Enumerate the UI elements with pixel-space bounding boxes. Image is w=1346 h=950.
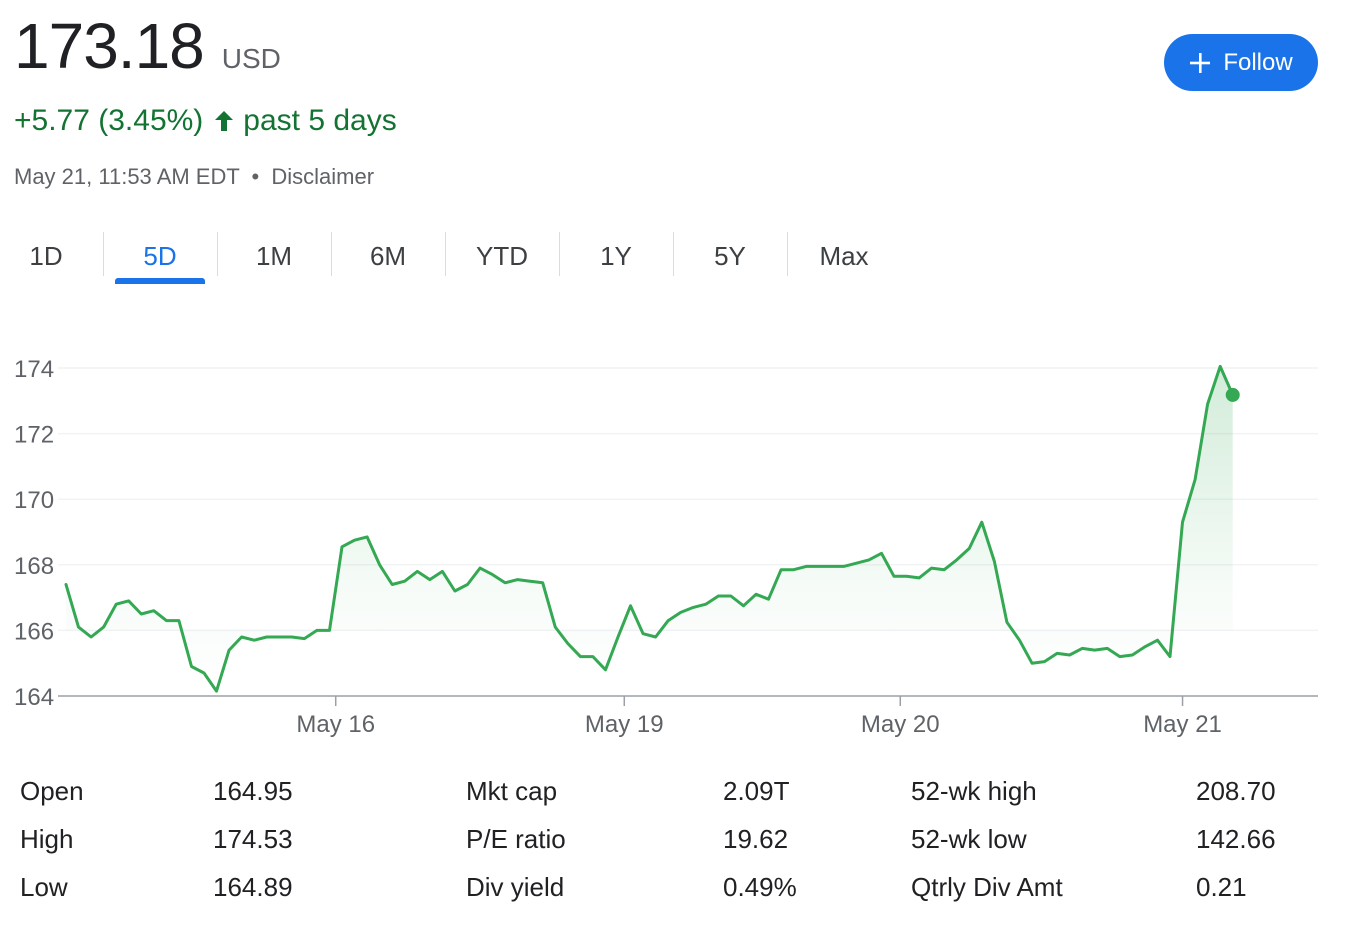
stat-label-52-wk-high: 52-wk high bbox=[911, 776, 1037, 806]
tab-label: 5Y bbox=[714, 240, 746, 271]
stat-value-div-yield: 0.49% bbox=[723, 872, 797, 902]
tab-max[interactable]: Max bbox=[787, 228, 901, 284]
stat-label-high: High bbox=[20, 824, 74, 854]
tab-divider bbox=[445, 232, 446, 276]
price-change-row: +5.77 (3.45%) past 5 days bbox=[14, 104, 397, 138]
tab-ytd[interactable]: YTD bbox=[445, 228, 559, 284]
stat-label-open: Open bbox=[20, 776, 84, 806]
quote-meta: May 21, 11:53 AM EDT • Disclaimer bbox=[14, 164, 374, 190]
tab-label: 5D bbox=[143, 240, 177, 271]
stat-label-qtrly-div-amt: Qtrly Div Amt bbox=[911, 872, 1063, 902]
x-tick-label: May 16 bbox=[296, 711, 375, 738]
tab-divider bbox=[787, 232, 788, 276]
meta-separator: • bbox=[251, 164, 260, 189]
price-row: 173.18 USD bbox=[14, 14, 281, 78]
change-period: past 5 days bbox=[243, 104, 397, 137]
x-tick-label: May 20 bbox=[861, 711, 940, 738]
y-tick-label: 168 bbox=[14, 553, 54, 580]
stat-value-low: 164.89 bbox=[213, 872, 293, 902]
stat-label-p-e-ratio: P/E ratio bbox=[466, 824, 566, 854]
stat-label-div-yield: Div yield bbox=[466, 872, 565, 902]
last-price-marker bbox=[1225, 387, 1240, 402]
range-tabs: 1D 5D 1M 6M YTD 1Y 5Y Max bbox=[0, 228, 920, 284]
x-tick-label: May 21 bbox=[1143, 711, 1222, 738]
active-tab-indicator bbox=[115, 278, 205, 284]
quote-timestamp: May 21, 11:53 AM EDT bbox=[14, 164, 240, 189]
tab-1d[interactable]: 1D bbox=[0, 228, 103, 284]
stat-value-high: 174.53 bbox=[213, 824, 293, 854]
stat-value-p-e-ratio: 19.62 bbox=[723, 824, 789, 854]
tab-divider bbox=[217, 232, 218, 276]
y-tick-label: 170 bbox=[14, 487, 54, 514]
price-area-fill bbox=[66, 366, 1233, 692]
stat-label-52-wk-low: 52-wk low bbox=[911, 824, 1027, 854]
stat-value-open: 164.95 bbox=[213, 776, 293, 806]
tab-divider bbox=[559, 232, 560, 276]
stat-value-52-wk-low: 142.66 bbox=[1196, 824, 1276, 854]
disclaimer-link[interactable]: Disclaimer bbox=[271, 164, 375, 189]
tab-label: YTD bbox=[476, 240, 528, 271]
plus-icon bbox=[1189, 52, 1211, 74]
tab-5d[interactable]: 5D bbox=[103, 228, 217, 284]
current-price: 173.18 bbox=[14, 10, 205, 82]
y-tick-label: 164 bbox=[14, 684, 54, 711]
y-tick-label: 174 bbox=[14, 356, 54, 383]
tab-1y[interactable]: 1Y bbox=[559, 228, 673, 284]
follow-label: Follow bbox=[1223, 48, 1293, 76]
stat-value-mkt-cap: 2.09T bbox=[723, 776, 790, 806]
price-line bbox=[64, 364, 1235, 693]
tab-5y[interactable]: 5Y bbox=[673, 228, 787, 284]
y-tick-label: 172 bbox=[14, 422, 54, 449]
currency-code: USD bbox=[221, 43, 281, 74]
tab-1m[interactable]: 1M bbox=[217, 228, 331, 284]
x-tick-label: May 19 bbox=[585, 711, 664, 738]
tab-label: 1M bbox=[255, 240, 293, 271]
tab-divider bbox=[673, 232, 674, 276]
tab-label: 6M bbox=[369, 240, 407, 271]
stat-value-qtrly-div-amt: 0.21 bbox=[1196, 872, 1247, 902]
stat-value-52-wk-high: 208.70 bbox=[1196, 776, 1276, 806]
arrow-up-icon bbox=[213, 109, 235, 133]
stat-label-mkt-cap: Mkt cap bbox=[466, 776, 558, 806]
stat-label-low: Low bbox=[20, 872, 68, 902]
follow-button[interactable]: Follow bbox=[1164, 34, 1318, 91]
y-tick-label: 166 bbox=[14, 618, 54, 645]
tab-label: 1D bbox=[29, 240, 63, 271]
tab-divider bbox=[331, 232, 332, 276]
price-change: +5.77 (3.45%) bbox=[14, 104, 204, 137]
tab-divider bbox=[103, 232, 104, 276]
price-chart: 164 166 168 170 172 174 May 16 May 19 May 20 May … bbox=[14, 356, 1318, 738]
tab-label: 1Y bbox=[600, 240, 632, 271]
tab-label: Max bbox=[819, 240, 869, 271]
tab-6m[interactable]: 6M bbox=[331, 228, 445, 284]
